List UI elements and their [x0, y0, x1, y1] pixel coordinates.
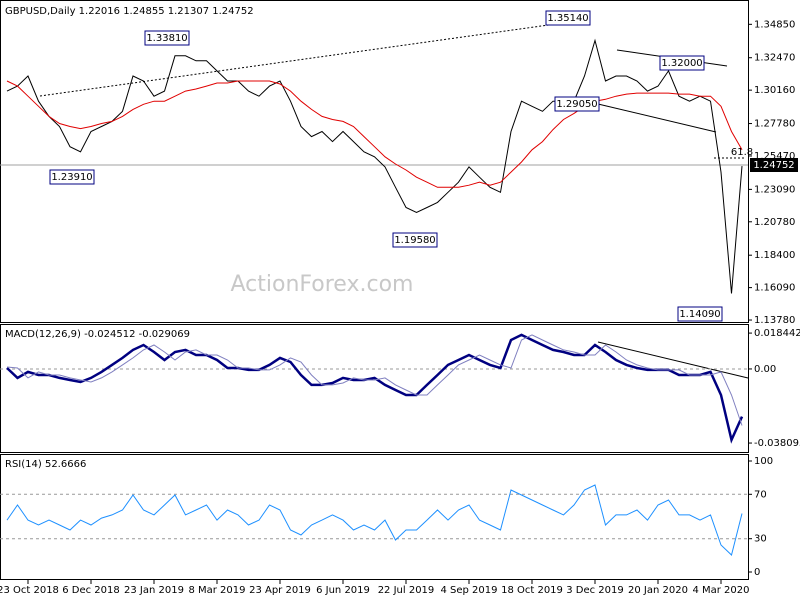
label-box: [677, 306, 723, 322]
price-label: 1.29050: [556, 99, 597, 110]
y-tick-label: 1.23090: [754, 184, 795, 195]
series-line: [6, 333, 744, 444]
y-tick-label: 1.34850: [754, 19, 795, 30]
y-tick-label: 100: [754, 456, 773, 467]
label-box: [144, 30, 190, 46]
y-tick-label: 1.16090: [754, 283, 795, 294]
x-tick-label: 22 Jul 2019: [378, 585, 435, 596]
price-label: 1.35140: [547, 13, 588, 24]
x-tick-label: 3 Dec 2019: [566, 585, 624, 596]
price-label: 1.32000: [661, 58, 702, 69]
x-tick-label: 23 Oct 2018: [0, 585, 59, 596]
label-box: [659, 55, 705, 71]
y-tick-label: 1.25470: [754, 151, 795, 162]
series-line: [6, 38, 743, 294]
label-box: [750, 158, 798, 172]
rsi-panel: [0, 454, 749, 580]
price-label: 61.8: [731, 147, 753, 158]
series-line: [6, 484, 743, 556]
price-label: 1.14090: [679, 309, 720, 320]
y-tick-label: 30: [754, 534, 767, 545]
panel-title: RSI(14) 52.6666: [5, 459, 86, 470]
series-line: [6, 80, 743, 188]
x-tick-label: 18 Oct 2019: [501, 585, 563, 596]
x-tick-label: 20 Jan 2020: [628, 585, 688, 596]
x-tick-label: 23 Apr 2019: [249, 585, 311, 596]
trend-line: [597, 103, 717, 133]
x-tick-label: 6 Dec 2018: [62, 585, 120, 596]
watermark: ActionForex.com: [231, 272, 414, 297]
series-line: [6, 334, 743, 426]
y-tick-label: 70: [754, 489, 767, 500]
price-label: 1.23910: [51, 172, 92, 183]
label-box: [392, 232, 438, 248]
price-panel: [0, 0, 749, 323]
panel-title: MACD(12,26,9) -0.024512 -0.029069: [5, 329, 190, 340]
label-box: [554, 96, 600, 112]
y-tick-label: 1.18400: [754, 250, 795, 261]
x-tick-label: 6 Jun 2019: [316, 585, 370, 596]
label-box: [545, 10, 591, 26]
y-tick-label: 1.27780: [754, 119, 795, 130]
macd-panel: [0, 324, 749, 453]
x-tick-label: 4 Sep 2019: [440, 585, 497, 596]
x-tick-label: 4 Mar 2020: [692, 585, 749, 596]
price-label: 1.33810: [146, 33, 187, 44]
trend-line: [39, 21, 571, 97]
label-box: [49, 169, 95, 185]
y-tick-label: 1.32470: [754, 53, 795, 64]
y-tick-label: -0.038095: [754, 438, 800, 449]
trend-line: [597, 341, 749, 379]
x-tick-label: 23 Jan 2019: [124, 585, 184, 596]
price-label: 1.19580: [394, 235, 435, 246]
y-tick-label: 1.30160: [754, 85, 795, 96]
price-label: 1.24752: [753, 160, 794, 171]
y-tick-label: 0: [754, 567, 760, 578]
y-tick-label: 0.00: [754, 364, 776, 375]
y-tick-label: 0.018442: [754, 328, 800, 339]
y-tick-label: 1.13780: [754, 315, 795, 326]
y-tick-label: 1.20780: [754, 217, 795, 228]
panel-title: GBPUSD,Daily 1.22016 1.24855 1.21307 1.2…: [5, 6, 254, 17]
x-tick-label: 8 Mar 2019: [188, 585, 245, 596]
